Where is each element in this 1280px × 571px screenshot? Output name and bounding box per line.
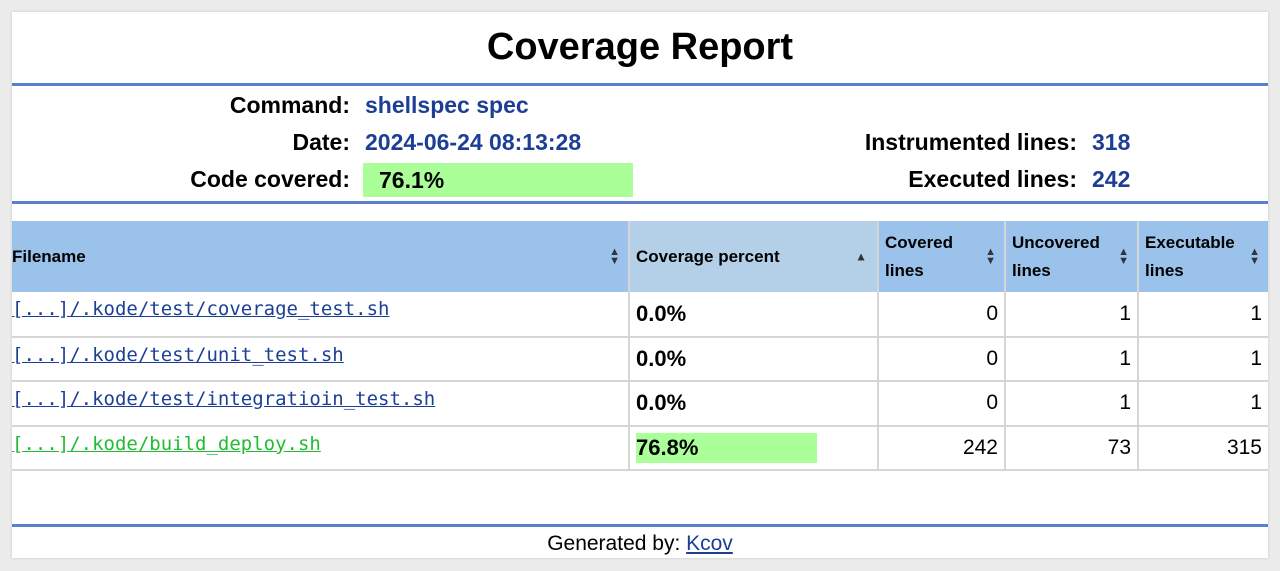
coverage-percent-cell: 0.0%: [629, 292, 879, 338]
sort-both-icon: ▲ ▼: [985, 245, 996, 267]
header-covered-lines[interactable]: Covered lines ▲ ▼: [878, 221, 1006, 292]
date-label: Date:: [292, 129, 350, 155]
executable-lines-cell: 1: [1138, 336, 1268, 382]
filename-cell: [...]/.kode/test/integratioin_test.sh: [12, 381, 630, 427]
filename-cell: [...]/.kode/build_deploy.sh: [12, 425, 630, 471]
covered-lines-cell: 0: [878, 336, 1006, 382]
report-page: Coverage Report Command: shellspec spec …: [12, 12, 1268, 558]
page-title: Coverage Report: [486, 26, 794, 68]
executable-lines-cell: 315: [1138, 425, 1268, 471]
file-link[interactable]: [...]/.kode/test/unit_test.sh: [12, 343, 344, 366]
kcov-link[interactable]: Kcov: [686, 532, 733, 555]
coverage-bar: 76.8%: [636, 432, 817, 463]
header-covered-label: Covered lines: [885, 232, 954, 280]
divider-top: [12, 83, 1268, 86]
header-uncovered-label: Uncovered lines: [1012, 232, 1100, 280]
file-link[interactable]: [...]/.kode/test/integratioin_test.sh: [12, 388, 436, 410]
executable-lines-cell: 1: [1138, 292, 1268, 338]
executable-lines-cell: 1: [1138, 381, 1268, 427]
sort-both-icon: ▲ ▼: [1118, 245, 1129, 267]
code-covered-label: Code covered:: [190, 166, 350, 192]
filename-cell: [...]/.kode/test/unit_test.sh: [12, 336, 630, 382]
command-value: shellspec spec: [365, 92, 529, 118]
executed-lines-label: Executed lines:: [908, 166, 1077, 192]
table-header-row: Filename ▲ ▼ Coverage percent ▲ Covered l…: [12, 221, 1268, 292]
divider-bottom: [12, 524, 1268, 527]
header-filename[interactable]: Filename ▲ ▼: [12, 221, 630, 292]
covered-lines-cell: 242: [878, 425, 1006, 471]
table-row: [...]/.kode/test/unit_test.sh 0.0% 0 1 1: [12, 336, 1268, 382]
table-row: [...]/.kode/test/coverage_test.sh 0.0% 0…: [12, 292, 1268, 338]
uncovered-lines-cell: 1: [1005, 336, 1139, 382]
filename-cell: [...]/.kode/test/coverage_test.sh: [12, 292, 630, 338]
header-filename-label: Filename: [12, 246, 86, 266]
uncovered-lines-cell: 73: [1005, 425, 1139, 471]
file-link[interactable]: [...]/.kode/build_deploy.sh: [12, 432, 321, 455]
coverage-percent-cell: 0.0%: [629, 336, 879, 382]
executed-lines-value: 242: [1092, 166, 1131, 192]
sort-both-icon: ▲ ▼: [1249, 245, 1260, 267]
instrumented-lines-label: Instrumented lines:: [864, 129, 1077, 155]
header-coverage-percent[interactable]: Coverage percent ▲: [629, 221, 879, 292]
sort-ascending-icon: ▲: [855, 249, 867, 263]
coverage-percent-cell: 76.8%: [629, 425, 879, 471]
covered-lines-cell: 0: [878, 381, 1006, 427]
date-value: 2024-06-24 08:13:28: [365, 129, 582, 155]
footer-label: Generated by:: [547, 532, 681, 555]
header-executable-label: Executable lines: [1145, 232, 1235, 280]
coverage-percent-cell: 0.0%: [629, 381, 879, 427]
covered-lines-cell: 0: [878, 292, 1006, 338]
header-executable-lines[interactable]: Executable lines ▲ ▼: [1138, 221, 1268, 292]
code-covered-value: 76.1%: [363, 163, 633, 197]
command-label: Command:: [229, 92, 350, 118]
header-uncovered-lines[interactable]: Uncovered lines ▲ ▼: [1005, 221, 1139, 292]
table-row: [...]/.kode/test/integratioin_test.sh 0.…: [12, 381, 1268, 427]
coverage-table: Filename ▲ ▼ Coverage percent ▲ Covered l…: [12, 221, 1268, 471]
sort-both-icon: ▲ ▼: [609, 245, 620, 267]
footer: Generated by: Kcov: [12, 532, 1268, 556]
file-link[interactable]: [...]/.kode/test/coverage_test.sh: [12, 298, 390, 320]
uncovered-lines-cell: 1: [1005, 292, 1139, 338]
table-row: [...]/.kode/build_deploy.sh 76.8% 242 73…: [12, 425, 1268, 471]
header-coverage-label: Coverage percent: [636, 246, 780, 266]
divider-middle: [12, 201, 1268, 204]
uncovered-lines-cell: 1: [1005, 381, 1139, 427]
instrumented-lines-value: 318: [1092, 129, 1131, 155]
